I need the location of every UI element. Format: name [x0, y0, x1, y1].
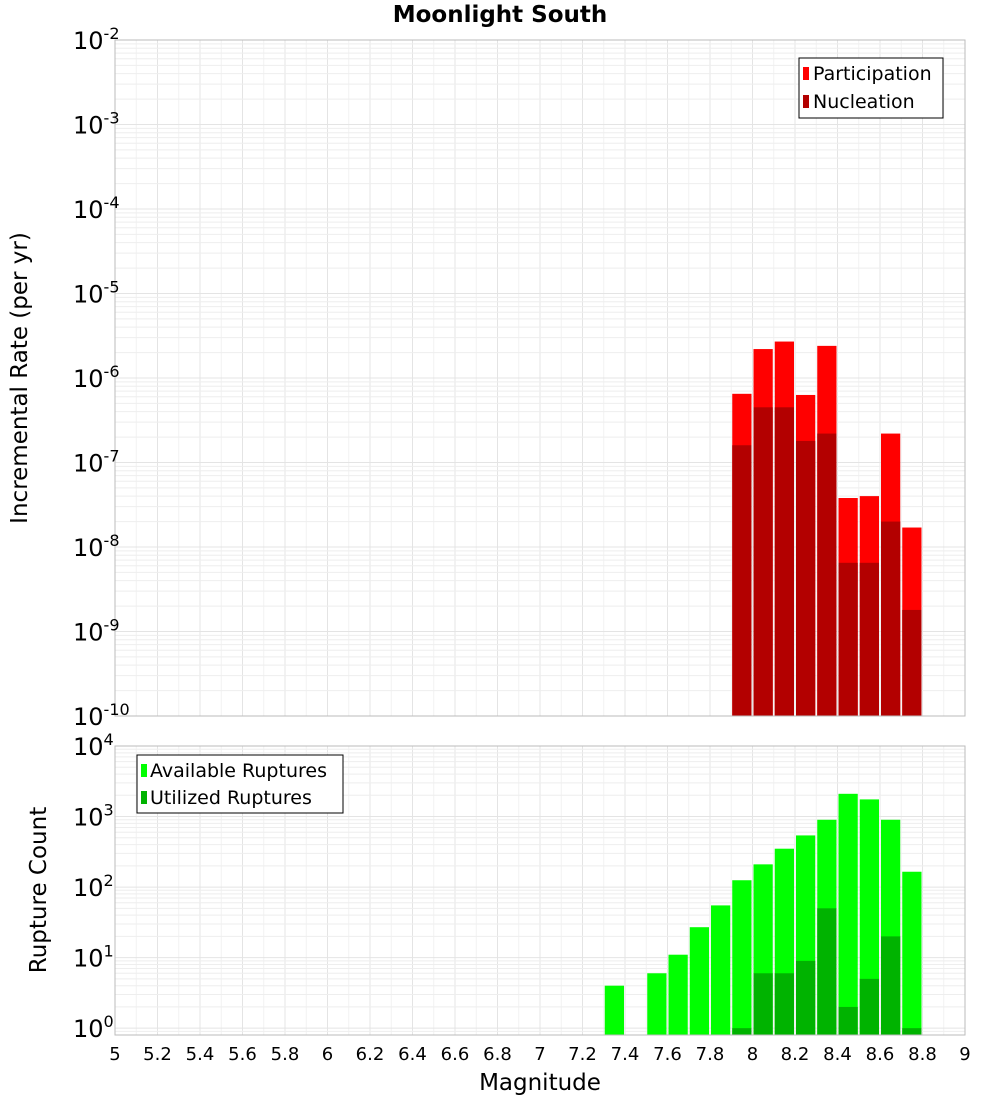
- legend-swatch-participation: [803, 67, 809, 80]
- rate-ylabel: Incremental Rate (per yr): [7, 232, 33, 524]
- x-tick-label: 8.4: [823, 1044, 852, 1065]
- chart-title: Moonlight South: [393, 2, 608, 28]
- rate-legend: Participation Nucleation: [798, 57, 944, 119]
- utilized-ruptures-bar: [817, 908, 837, 1035]
- legend-swatch-available: [141, 764, 147, 777]
- x-tick-label: 6.4: [398, 1044, 427, 1065]
- x-tick-label: 5.2: [143, 1044, 172, 1065]
- available-ruptures-bar: [838, 793, 858, 1035]
- x-tick-label: 8.8: [908, 1044, 937, 1065]
- available-ruptures-bar: [711, 905, 731, 1035]
- y-tick-label: 100: [73, 1012, 114, 1043]
- nucleation-bar: [881, 521, 901, 716]
- y-tick-label: 10-5: [73, 278, 120, 309]
- y-tick-label: 10-3: [73, 109, 120, 140]
- x-axis-label: Magnitude: [479, 1070, 601, 1096]
- x-tick-label: 7.6: [653, 1044, 682, 1065]
- x-tick-label: 5.4: [186, 1044, 215, 1065]
- legend-label-utilized: Utilized Ruptures: [150, 787, 312, 809]
- x-tick-label: 6.6: [441, 1044, 470, 1065]
- utilized-ruptures-bar: [753, 973, 773, 1035]
- utilized-ruptures-bar: [859, 978, 879, 1035]
- legend-label-available: Available Ruptures: [150, 760, 327, 782]
- legend-label-nucleation: Nucleation: [813, 91, 915, 113]
- y-tick-label: 10-10: [73, 700, 130, 731]
- y-tick-label: 102: [73, 871, 114, 902]
- x-tick-label: 5.6: [228, 1044, 257, 1065]
- utilized-ruptures-bar: [902, 1028, 922, 1035]
- y-tick-label: 10-6: [73, 362, 120, 393]
- y-tick-label: 104: [73, 730, 114, 761]
- y-tick-label: 10-2: [73, 24, 120, 55]
- y-tick-label: 10-7: [73, 447, 120, 478]
- count-ylabel: Rupture Count: [26, 807, 52, 973]
- x-tick-label: 9: [959, 1044, 970, 1065]
- x-tick-label: 6: [322, 1044, 333, 1065]
- nucleation-bar: [753, 407, 773, 716]
- rate-panel: 10-2 10-3 10-4 10-5 10-6 10-7 10-8 10-9 10-10: [73, 24, 966, 731]
- x-tick-label: 8.2: [781, 1044, 810, 1065]
- y-tick-label: 101: [73, 942, 114, 973]
- available-ruptures-bar: [689, 927, 709, 1035]
- y-tick-label: 10-4: [73, 193, 120, 224]
- nucleation-bar: [838, 562, 858, 716]
- x-tick-label: 7: [534, 1044, 545, 1065]
- nucleation-bar: [902, 609, 922, 716]
- utilized-ruptures-bar: [796, 960, 816, 1035]
- x-tick-label: 8.6: [866, 1044, 895, 1065]
- nucleation-bar: [732, 445, 752, 716]
- x-tick-label: 6.8: [483, 1044, 512, 1065]
- y-tick-label: 10-8: [73, 531, 120, 562]
- nucleation-bar: [774, 407, 794, 716]
- available-ruptures-bar: [647, 973, 667, 1035]
- utilized-ruptures-bar: [732, 1028, 752, 1035]
- legend-label-participation: Participation: [813, 63, 932, 85]
- available-ruptures-bar: [668, 954, 688, 1035]
- y-tick-label: 10-9: [73, 616, 120, 647]
- utilized-ruptures-bar: [774, 973, 794, 1035]
- x-tick-label: 7.4: [611, 1044, 640, 1065]
- utilized-ruptures-bar: [838, 1006, 858, 1035]
- nucleation-bar: [817, 433, 837, 716]
- utilized-ruptures-bar: [881, 936, 901, 1035]
- legend-swatch-utilized: [141, 791, 147, 804]
- count-legend: Available Ruptures Utilized Ruptures: [136, 754, 344, 814]
- available-ruptures-bar: [604, 985, 624, 1035]
- x-tick-label: 5: [109, 1044, 120, 1065]
- available-ruptures-bar: [902, 871, 922, 1035]
- y-tick-label: 103: [73, 801, 114, 832]
- x-tick-label: 8: [747, 1044, 758, 1065]
- available-ruptures-bar: [859, 799, 879, 1035]
- nucleation-bar: [859, 562, 879, 716]
- nucleation-bar: [796, 440, 816, 716]
- x-tick-label: 7.2: [568, 1044, 597, 1065]
- x-tick-label: 6.2: [356, 1044, 385, 1065]
- x-tick-label: 5.8: [271, 1044, 300, 1065]
- legend-swatch-nucleation: [803, 95, 809, 108]
- available-ruptures-bar: [732, 880, 752, 1035]
- x-tick-label: 7.8: [696, 1044, 725, 1065]
